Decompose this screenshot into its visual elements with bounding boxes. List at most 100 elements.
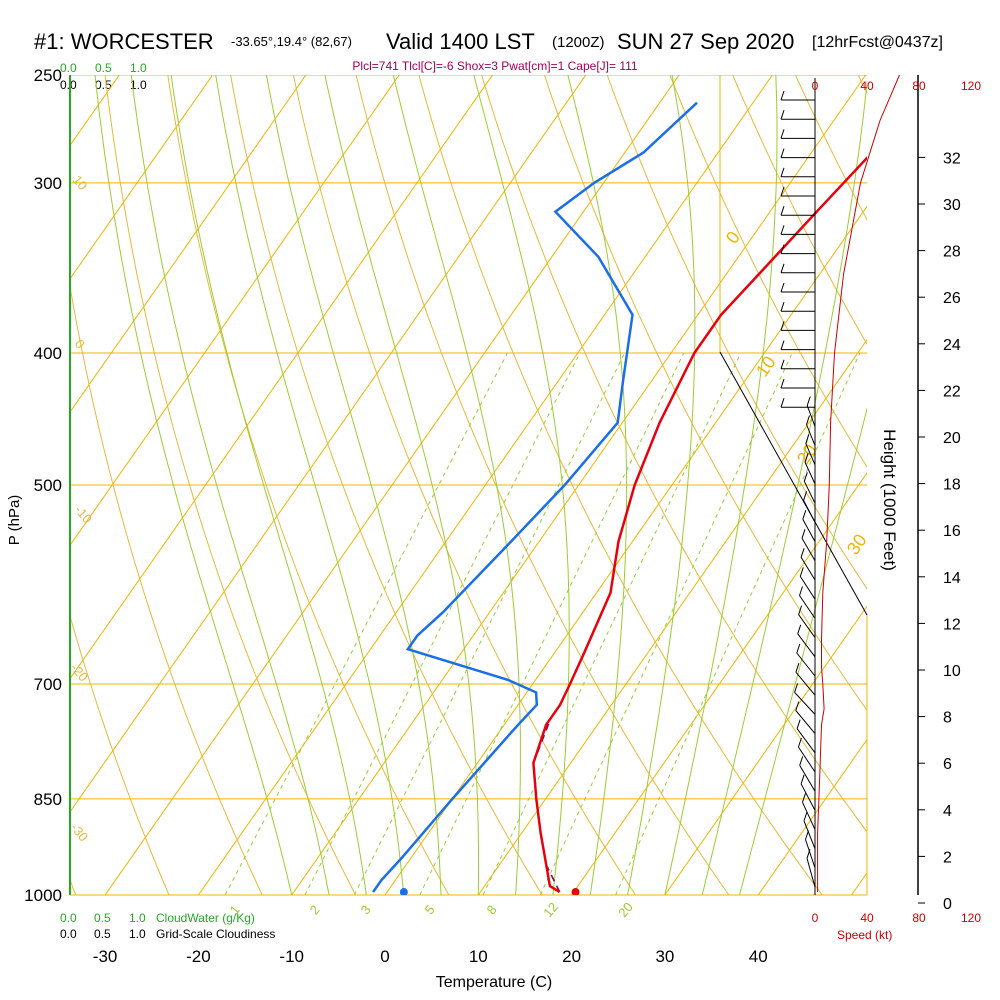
- pressure-tick-label: 850: [34, 790, 62, 809]
- wind-barb-flag: [780, 225, 785, 235]
- wind-barb-shaft: [805, 839, 816, 869]
- height-tick-label: 18: [943, 477, 961, 494]
- dry-adiabat-line: [418, 75, 823, 895]
- speed-tick-label: 0: [812, 79, 819, 93]
- wind-barb-flag: [796, 643, 801, 654]
- surface-temperature-dot: [571, 888, 580, 895]
- wind-barb-shaft: [796, 728, 816, 754]
- wind-speed-panel: 0 40 80 120 0 40 80 120: [812, 74, 981, 925]
- moist-adiabat-line: [739, 406, 867, 895]
- cloud-water-tick: 0.5: [95, 61, 112, 75]
- height-axis-title: Height (1000 Feet): [880, 429, 899, 571]
- wind-barb-shaft: [799, 765, 816, 792]
- mixing-ratio-labels: 1 2 3 5 8 12 20: [227, 899, 636, 920]
- cloudiness-tick: 1.0: [129, 927, 146, 941]
- height-tick-label: 24: [943, 337, 961, 354]
- moist-adiabat-line: [701, 78, 867, 895]
- wind-barb-shaft: [803, 500, 816, 523]
- temperature-axis-title: Temperature (C): [436, 974, 552, 991]
- wind-barb-shaft: [802, 802, 816, 830]
- valid-date: SUN 27 Sep 2020: [617, 29, 794, 54]
- wind-barb-flag: [806, 415, 810, 425]
- wind-barb-shaft: [799, 576, 816, 600]
- mixing-ratio-line: [615, 352, 861, 895]
- dry-adiabat-line: [292, 75, 637, 895]
- cloudiness-tick: 1.0: [130, 78, 147, 92]
- speed-tick-label: 0: [812, 911, 819, 925]
- height-tick-label: 0: [943, 896, 952, 913]
- pressure-tick-label: 700: [34, 675, 62, 694]
- isotherm-label: 10: [752, 352, 780, 380]
- cloud-water-tick: 1.0: [130, 61, 147, 75]
- mixing-ratio-line: [539, 352, 793, 895]
- wind-barb-shaft: [794, 692, 816, 715]
- wind-barb-shaft: [796, 652, 816, 677]
- speed-tick-label: 120: [961, 911, 981, 925]
- dry-adiabat-line: [732, 75, 867, 346]
- dry-adiabat-label: -20: [68, 660, 92, 684]
- isotherm-line: [70, 75, 494, 680]
- wind-barb-shaft: [804, 462, 816, 485]
- pressure-tick-label: 250: [34, 66, 62, 85]
- speed-tick-label: 40: [860, 79, 874, 93]
- station-title: #1: WORCESTER: [34, 29, 214, 54]
- moist-adiabat-line: [324, 75, 480, 895]
- wind-barb-flag: [806, 396, 811, 406]
- wind-barb-shaft: [806, 858, 816, 888]
- parcel-line: [532, 717, 561, 893]
- temperature-tick-label: -10: [279, 947, 304, 966]
- isotherm-line: [70, 75, 120, 147]
- isotherm-line: [0, 0, 118, 895]
- isotherm-line: [945, 0, 1000, 895]
- pressure-tick-label: 400: [34, 344, 62, 363]
- wind-barb-shaft: [801, 538, 816, 562]
- wind-barb-flag: [780, 302, 785, 312]
- height-tick-label: 12: [943, 616, 961, 633]
- height-tick-label: 14: [943, 570, 961, 587]
- wind-barb-flag: [799, 567, 804, 577]
- wind-barb-flag: [780, 359, 785, 369]
- dry-adiabat-line: [70, 614, 170, 895]
- station-coords: -33.65°,19.4° (82,67): [231, 34, 352, 49]
- height-tick-label: 16: [943, 523, 961, 540]
- isotherm-line: [384, 205, 867, 895]
- isotherm-label: 30: [843, 530, 871, 558]
- cloud-water-tick: 0.0: [60, 61, 77, 75]
- speed-tick-label: 120: [961, 79, 981, 93]
- wind-barb-flag: [797, 737, 802, 748]
- mixing-ratio-line: [482, 352, 742, 895]
- cloud-legend-top: 0.0 0.5 1.0 0.0 0.5 1.0: [60, 61, 147, 92]
- dry-adiabat-label: -10: [72, 502, 96, 526]
- speed-tick-label: 80: [912, 911, 926, 925]
- temperature-tick-label: 10: [469, 947, 488, 966]
- speed-tick-label: 80: [912, 79, 926, 93]
- background-lines: [0, 0, 1000, 895]
- wind-barb-flag: [780, 340, 785, 350]
- cloudiness-tick: 0.5: [95, 78, 112, 92]
- wind-barb-shaft: [806, 424, 816, 446]
- isotherm-line: [70, 75, 400, 547]
- moist-adiabat-line: [567, 75, 628, 895]
- pressure-tick-label: 1000: [24, 886, 62, 905]
- cloudiness-tick: 0.5: [94, 927, 111, 941]
- zulu-time: (1200Z): [552, 34, 605, 51]
- series-layer: [372, 101, 867, 895]
- wind-barb-shaft: [806, 405, 816, 427]
- wind-barb-flag: [780, 398, 785, 408]
- isotherm-line: [757, 738, 867, 895]
- cloud-water-label: CloudWater (g/Kg): [156, 911, 255, 925]
- height-tick-label: 8: [943, 710, 952, 727]
- mixing-ratio-label: 5: [422, 902, 438, 917]
- wind-barb-flag: [780, 186, 785, 197]
- wind-barb-flag: [805, 434, 810, 444]
- wind-barb-shaft: [802, 519, 816, 542]
- wind-barb-shaft: [803, 820, 816, 849]
- wind-speed-line: [817, 74, 900, 892]
- wind-barb-flag: [806, 849, 811, 859]
- pressure-tick-label: 500: [34, 476, 62, 495]
- wind-barb-shaft: [798, 614, 816, 638]
- temperature-tick-label: 40: [749, 947, 768, 966]
- moist-adiabat-line: [392, 75, 521, 895]
- wind-barb-flag: [805, 830, 809, 840]
- dry-adiabat-line: [543, 75, 867, 712]
